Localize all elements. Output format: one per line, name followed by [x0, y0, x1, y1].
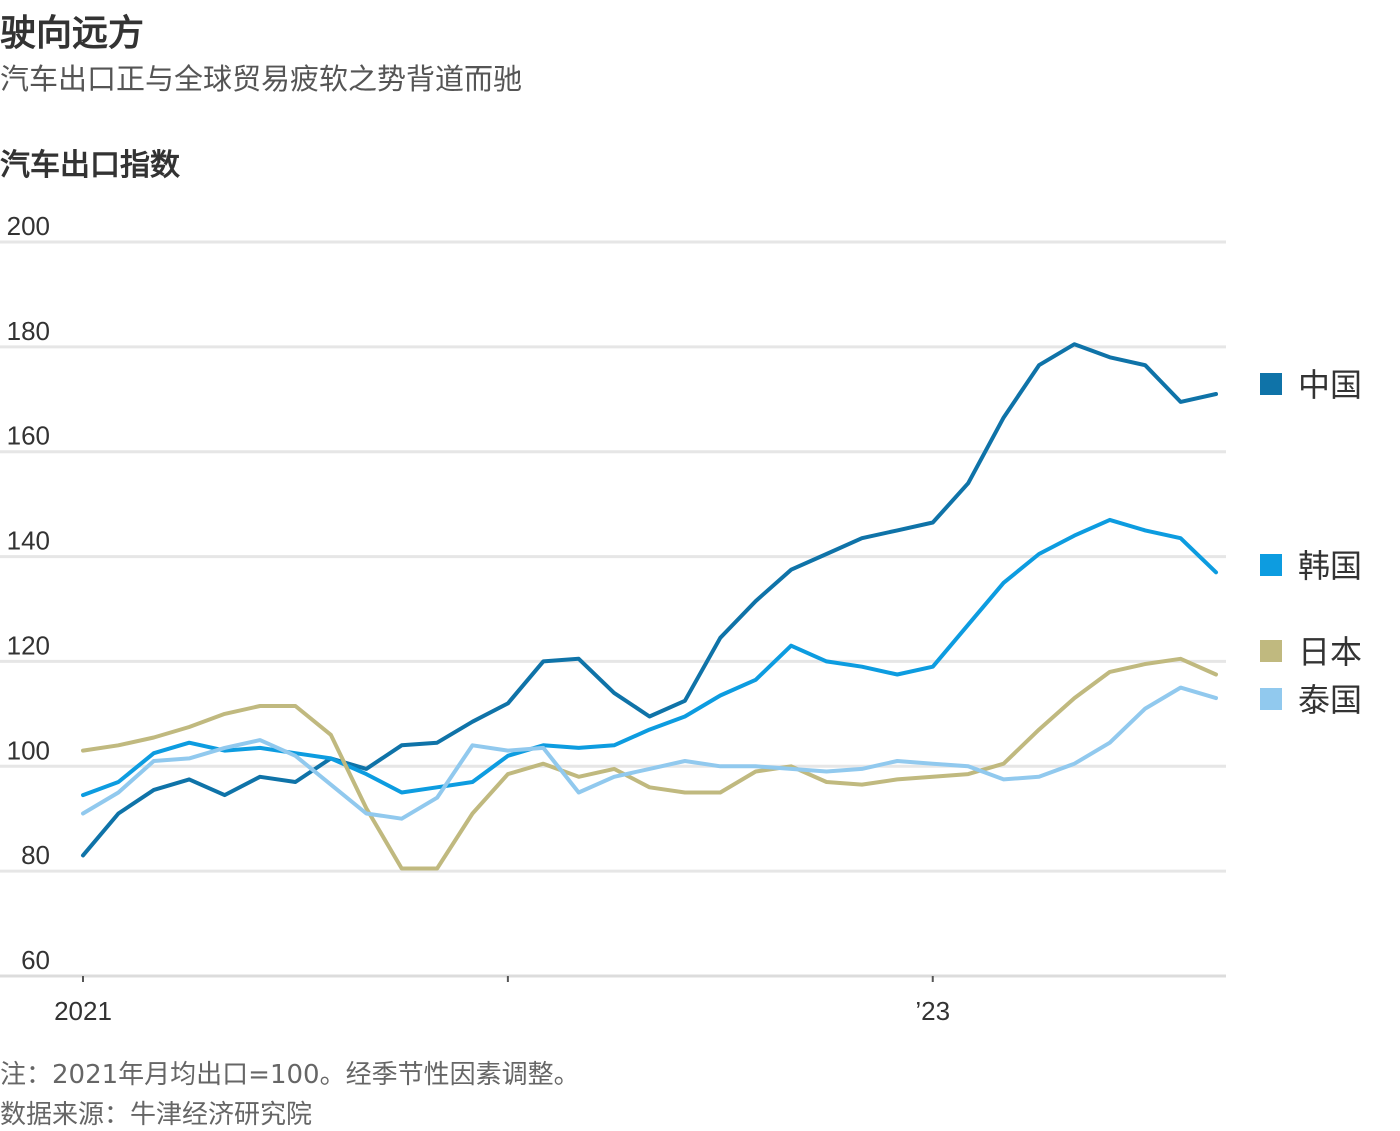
y-tick-label: 100: [7, 735, 50, 765]
series-line-4: [81, 685, 1218, 821]
series-line-1: [81, 342, 1218, 858]
series-line-3: [81, 656, 1218, 871]
chart-subtitle: 汽车出口正与全球贸易疲软之势背道而驰: [0, 62, 523, 96]
legend-swatch: [1260, 373, 1282, 395]
y-tick-label: 160: [7, 421, 50, 451]
source-note: 数据来源：牛津经济研究院: [0, 1100, 313, 1130]
legend-swatch: [1260, 554, 1282, 576]
y-tick-label: 80: [21, 840, 50, 870]
y-tick-label: 200: [7, 211, 50, 241]
x-tick-label: 2021: [54, 996, 112, 1026]
series-line-2: [81, 517, 1218, 798]
y-tick-label: 180: [7, 316, 50, 346]
legend-label: 韩国: [1298, 547, 1362, 585]
y-tick-label: 60: [21, 945, 50, 975]
y-tick-label: 140: [7, 526, 50, 556]
legend-label: 中国: [1298, 366, 1362, 404]
legend-label: 日本: [1298, 633, 1362, 671]
y-tick-label: 120: [7, 630, 50, 660]
x-tick-label: ’23: [915, 996, 950, 1026]
footnote: 注：2021年月均出口=100。经季节性因素调整。: [0, 1060, 580, 1090]
legend-label: 泰国: [1298, 681, 1362, 719]
chart-title: 驶向远方: [0, 13, 145, 54]
legend-swatch: [1260, 688, 1282, 710]
chart-heading: 汽车出口指数: [0, 148, 180, 183]
legend-swatch: [1260, 640, 1282, 662]
